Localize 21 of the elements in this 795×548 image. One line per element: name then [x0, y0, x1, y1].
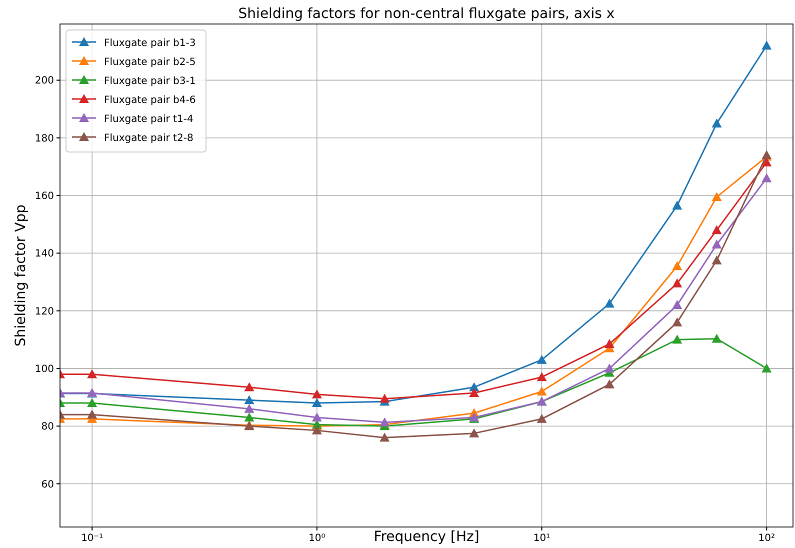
y-tick-label: 60 [41, 479, 54, 490]
chart-title: Shielding factors for non-central fluxgate pairs, axis x [238, 6, 615, 22]
x-tick-label: 10⁰ [308, 533, 326, 544]
legend-label: Fluxgate pair t2-8 [104, 133, 194, 144]
legend-label: Fluxgate pair b4-6 [104, 95, 196, 106]
legend-label: Fluxgate pair b1-3 [104, 38, 196, 49]
y-tick-label: 160 [34, 191, 54, 202]
x-tick-label: 10¹ [533, 533, 550, 544]
y-tick-label: 140 [34, 248, 54, 260]
y-tick-label: 80 [41, 422, 54, 433]
x-tick-label: 10⁻¹ [81, 533, 104, 544]
legend-label: Fluxgate pair t1-4 [104, 114, 194, 125]
y-axis-title: Shielding factor Vpp [13, 204, 29, 346]
legend-label: Fluxgate pair b2-5 [104, 57, 196, 68]
x-axis-title: Frequency [Hz] [374, 529, 480, 545]
y-tick-label: 200 [34, 76, 54, 87]
legend-label: Fluxgate pair b3-1 [104, 76, 196, 87]
y-tick-label: 100 [34, 364, 54, 375]
y-tick-label: 180 [34, 133, 54, 144]
x-tick-label: 10² [758, 533, 775, 544]
y-tick-label: 120 [34, 306, 54, 318]
